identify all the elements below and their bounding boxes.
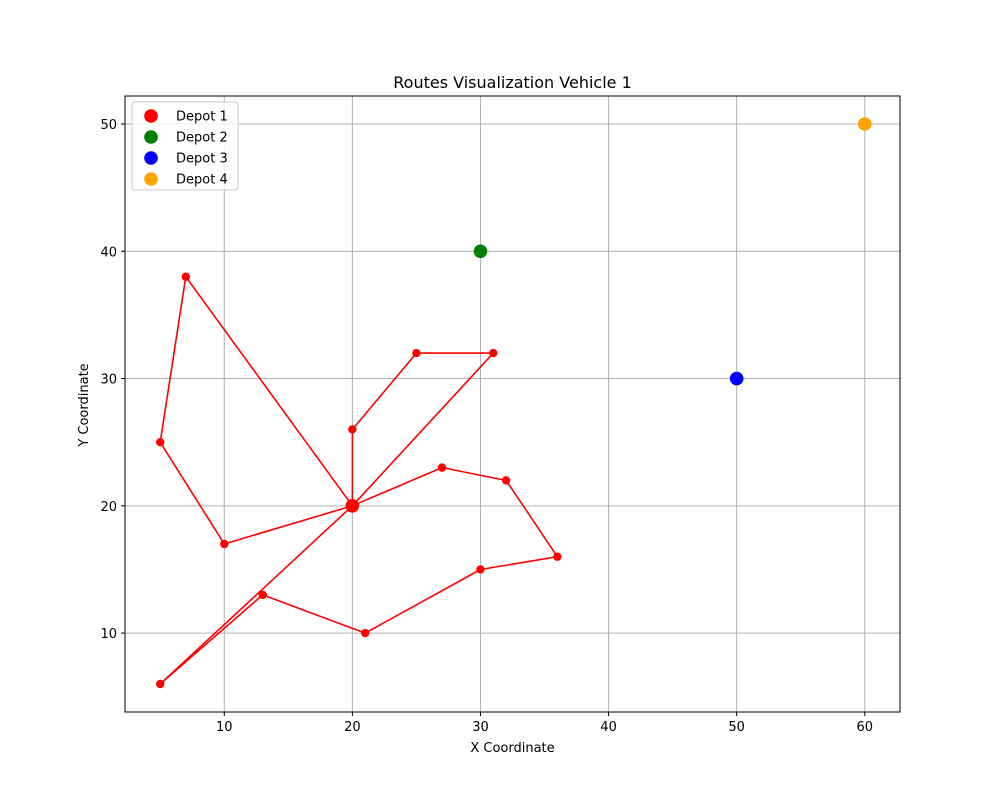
route-point	[181, 272, 191, 281]
y-tick-label: 20	[100, 500, 117, 515]
depot-marker	[345, 499, 360, 513]
route-point	[412, 348, 421, 358]
y-tick-label: 30	[100, 373, 117, 388]
x-axis-label: X Coordinate	[470, 741, 554, 756]
route-point	[156, 437, 165, 447]
y-tick-label: 40	[100, 245, 117, 260]
route-point	[476, 565, 485, 574]
route-point	[501, 476, 511, 485]
legend-label: Depot 2	[176, 131, 228, 146]
grid-lines	[125, 96, 900, 712]
y-tick-label: 10	[100, 627, 117, 642]
depot-markers	[345, 117, 872, 513]
y-axis-label: Y Coordinate	[77, 363, 92, 447]
route-point	[156, 679, 165, 689]
route-point	[437, 463, 447, 472]
route-point	[553, 552, 562, 561]
legend-label: Depot 3	[176, 152, 228, 167]
x-tick-label: 60	[856, 720, 873, 735]
route-point	[489, 348, 498, 358]
legend-marker	[144, 109, 158, 123]
route-point	[258, 590, 267, 600]
legend-label: Depot 4	[176, 173, 228, 188]
depot-marker	[729, 371, 744, 386]
x-tick-label: 40	[600, 720, 617, 735]
y-tick-label: 50	[100, 118, 117, 133]
route-point	[220, 539, 229, 549]
x-tick-label: 30	[472, 720, 489, 735]
legend-label: Depot 1	[176, 110, 228, 125]
legend: Depot 1 Depot 2 Depot 3 Depot 4	[131, 101, 239, 191]
x-tick-label: 20	[344, 720, 361, 735]
chart-title: Routes Visualization Vehicle 1	[393, 73, 632, 92]
x-tick-label: 50	[728, 720, 745, 735]
legend-marker	[144, 130, 158, 144]
legend-marker	[144, 172, 158, 186]
legend-box	[131, 101, 239, 191]
legend-marker	[144, 151, 158, 165]
axis-ticks: 10 20 30 40 50 60 10 20 30 40 50	[100, 118, 873, 735]
x-tick-label: 10	[216, 720, 233, 735]
depot-marker	[473, 244, 488, 259]
depot-marker	[857, 117, 872, 131]
route-point	[360, 628, 370, 638]
plot-frame	[124, 95, 901, 713]
route-point	[348, 425, 357, 434]
